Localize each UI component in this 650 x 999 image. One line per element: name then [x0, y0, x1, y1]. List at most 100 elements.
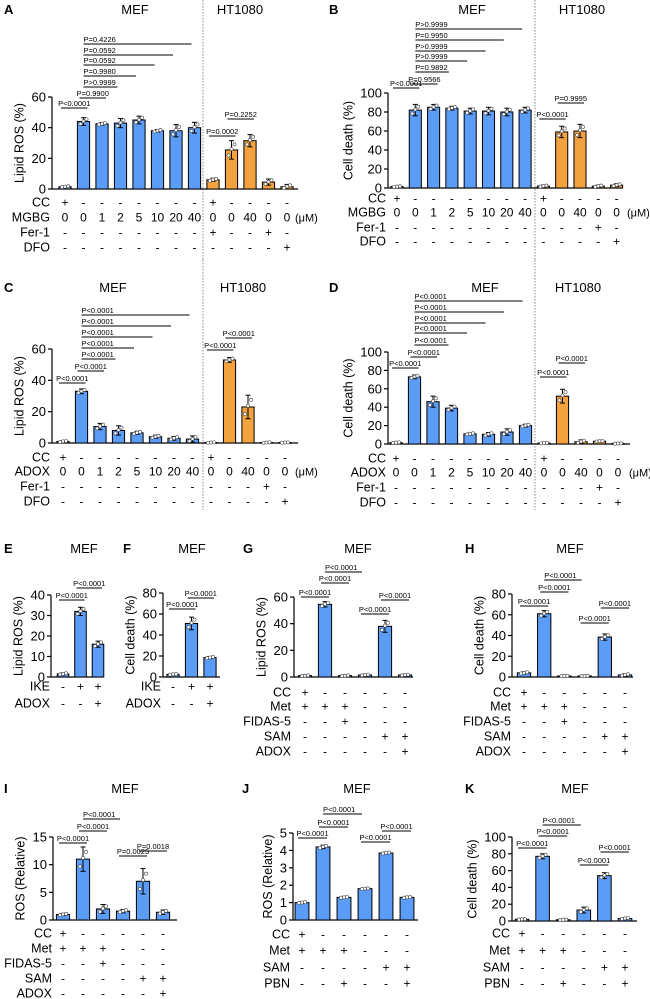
y-tick-label: 100 — [360, 86, 382, 101]
data-point — [158, 911, 162, 916]
condition-value: - — [602, 977, 606, 991]
condition-value: - — [602, 944, 606, 958]
bar-mef — [76, 121, 91, 190]
condition-value: 0 — [595, 206, 602, 220]
condition-value: + — [341, 700, 348, 714]
condition-value: 0 — [394, 206, 401, 220]
condition-value: - — [61, 495, 65, 509]
condition-value: 10 — [151, 211, 165, 225]
condition-value: - — [172, 495, 176, 509]
condition-value: - — [141, 987, 145, 999]
data-point — [96, 641, 100, 646]
condition-value: 0 — [80, 211, 87, 225]
data-point — [585, 673, 590, 678]
y-tick-label: 60 — [492, 607, 506, 622]
condition-value: 2 — [117, 211, 124, 225]
condition-value: + — [301, 686, 308, 700]
condition-value: - — [450, 235, 454, 249]
condition-value: + — [265, 226, 272, 240]
panel-title: MEF — [561, 781, 589, 796]
p-value-label: P<0.0001 — [543, 816, 575, 825]
bar-ht1080 — [243, 140, 257, 190]
condition-value: - — [283, 451, 287, 465]
condition-value: 5 — [467, 466, 474, 480]
y-tick-label: 5 — [280, 826, 287, 841]
condition-value: - — [524, 496, 528, 510]
panel-letter: J — [242, 781, 249, 796]
data-point — [619, 441, 623, 446]
unit-label: (μM) — [295, 213, 318, 225]
condition-label: CC — [492, 927, 510, 941]
condition-value: - — [522, 715, 526, 729]
data-point — [99, 640, 103, 645]
condition-value: - — [100, 226, 104, 240]
data-point — [575, 133, 579, 137]
p-value-label: P=0.0018 — [137, 842, 169, 851]
condition-value: - — [623, 686, 627, 700]
condition-value: + — [298, 928, 305, 942]
data-point — [428, 107, 433, 111]
y-tick-label: 5 — [40, 885, 47, 900]
condition-value: - — [522, 745, 526, 759]
condition-label: SAM — [25, 972, 52, 986]
data-point — [101, 422, 105, 427]
bar-mef — [95, 123, 109, 190]
y-tick-label: 20 — [368, 162, 382, 177]
y-tick-label: 0 — [150, 670, 157, 685]
condition-value: - — [171, 697, 175, 711]
data-point — [576, 440, 580, 445]
panel-title: HT1080 — [217, 2, 263, 17]
condition-value: 1 — [430, 206, 437, 220]
panel-title: MEF — [111, 781, 139, 796]
condition-value: - — [321, 977, 325, 991]
condition-label: SAM — [264, 730, 291, 744]
y-tick-label: 2 — [280, 878, 287, 893]
condition-value: - — [524, 452, 528, 466]
data-point — [345, 895, 349, 899]
p-value-label: P<0.0001 — [75, 362, 107, 371]
data-point — [164, 909, 168, 913]
bar-mef — [184, 622, 199, 678]
condition-value: - — [450, 496, 454, 510]
data-point — [60, 185, 64, 190]
condition-value: 2 — [448, 466, 455, 480]
data-point — [525, 670, 529, 675]
data-point — [95, 426, 99, 431]
y-axis-label: Lipid ROS (%) — [13, 356, 27, 436]
data-point — [190, 436, 195, 441]
condition-value: - — [172, 451, 176, 465]
p-value-label: P<0.0001 — [536, 110, 568, 119]
p-value-label: P<0.0001 — [359, 833, 391, 842]
condition-value: - — [384, 977, 388, 991]
data-point — [578, 909, 583, 914]
data-point — [415, 373, 420, 378]
data-point — [205, 656, 209, 661]
bar-mef — [426, 401, 440, 445]
condition-value: 5 — [467, 206, 474, 220]
condition-value: 0 — [615, 466, 622, 480]
data-point — [584, 906, 589, 911]
condition-value: 40 — [519, 466, 533, 480]
data-point — [387, 850, 391, 855]
y-tick-label: 0 — [38, 670, 45, 685]
data-point — [246, 403, 250, 408]
data-point — [471, 431, 475, 436]
condition-label: CC — [368, 192, 386, 206]
y-tick-label: 80 — [143, 586, 157, 601]
data-point — [434, 103, 439, 108]
y-tick-label: 0 — [499, 670, 506, 685]
p-value-label: P<0.0001 — [323, 805, 355, 814]
condition-value: - — [174, 196, 178, 210]
condition-value: - — [542, 481, 546, 495]
condition-value: - — [596, 235, 600, 249]
condition-value: - — [141, 957, 145, 971]
condition-value: - — [228, 480, 232, 494]
data-point — [169, 437, 173, 442]
condition-value: 40 — [518, 206, 532, 220]
data-point — [263, 182, 268, 186]
condition-value: - — [413, 192, 417, 206]
condition-value: - — [542, 715, 546, 729]
condition-value: - — [321, 961, 325, 975]
